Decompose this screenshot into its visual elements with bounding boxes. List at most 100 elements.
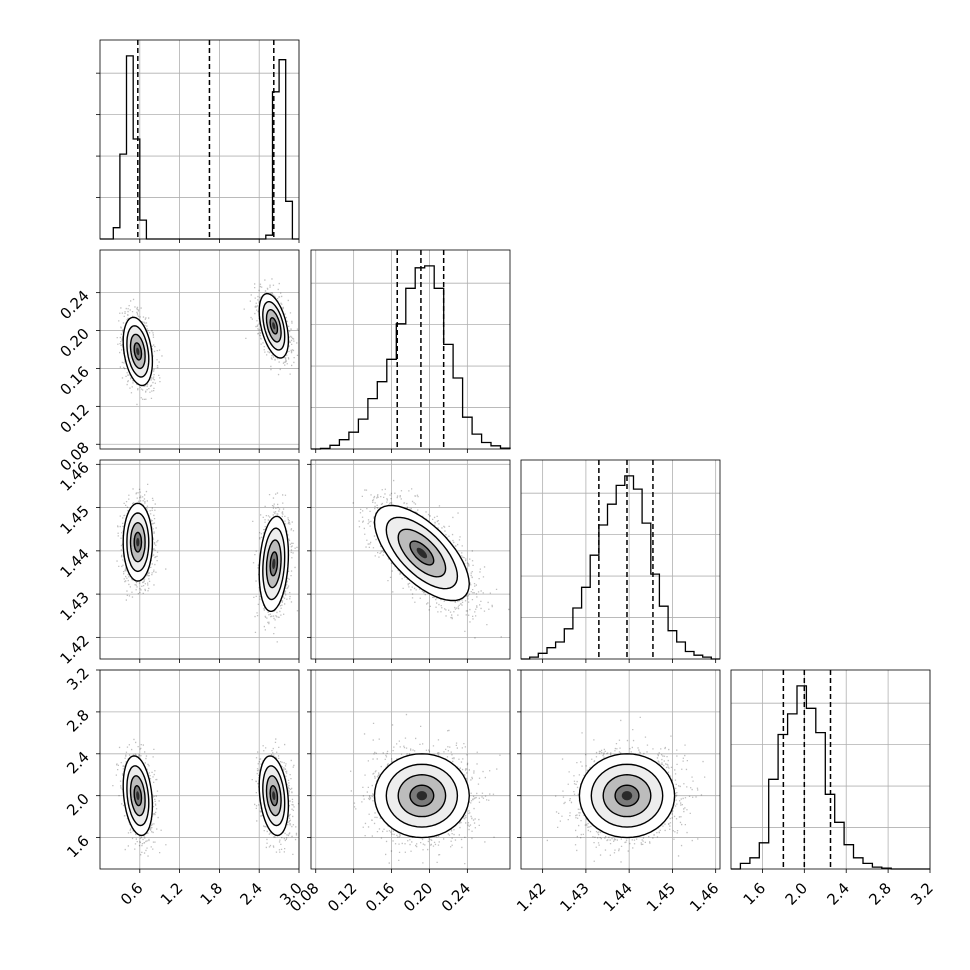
contour-line [122, 316, 154, 387]
contour-line [385, 516, 459, 590]
histogram-step [521, 475, 720, 660]
x-tick-label-3: 2.0 [782, 879, 812, 909]
x-tick-label-0: 2.4 [236, 879, 266, 909]
panel-frame-1-0 [96, 249, 300, 453]
x-tick-label-1: 0.24 [438, 879, 474, 915]
x-tick-label-0: 1.2 [157, 879, 187, 909]
panel-content [112, 738, 299, 857]
x-tick-label-3: 2.8 [865, 879, 895, 909]
contour-line [409, 784, 435, 807]
panel-1-1 [311, 250, 511, 450]
panel-frame-1-1 [310, 249, 511, 453]
panel-border [99, 459, 300, 660]
contour-line [373, 504, 471, 602]
panel-border [520, 459, 721, 660]
contour-line [397, 773, 447, 818]
panel-0-0 [100, 40, 300, 240]
x-tick-label-2: 1.44 [600, 879, 636, 915]
y-tick-label-2: 1.42 [56, 631, 92, 667]
contour-line [258, 292, 290, 359]
contour-line [262, 527, 286, 601]
contour-line [269, 317, 279, 335]
panel-content [116, 278, 299, 406]
panel-content [352, 479, 510, 639]
contour-line [133, 531, 143, 553]
density-fill-core [136, 791, 140, 801]
contour-line [373, 753, 471, 839]
panel-content [546, 716, 706, 863]
panel-3-2 [521, 669, 720, 869]
panel-border [310, 249, 511, 450]
contour-line [385, 763, 459, 828]
scatter-points [350, 713, 501, 865]
contour-line [126, 512, 150, 573]
panel-content [116, 483, 299, 643]
panel-2-2 [521, 460, 720, 660]
contour-line [590, 763, 664, 828]
contour-line [122, 755, 154, 837]
contour-line [397, 528, 447, 578]
panel-border [99, 39, 300, 240]
contour-line [409, 540, 435, 566]
panel-frame-2-2 [520, 459, 721, 663]
x-tick-label-0: 1.8 [197, 879, 227, 909]
panel-border [310, 669, 511, 870]
panel-border [730, 669, 931, 870]
panel-frame-2-0 [96, 459, 300, 663]
contour-line [265, 309, 282, 343]
x-tick-label-3: 2.4 [823, 879, 853, 909]
histogram-step [100, 55, 299, 240]
density-fill-core [621, 791, 633, 801]
panel-1-0 [100, 250, 300, 449]
contour-line [258, 515, 290, 612]
density-fill-core [272, 558, 276, 570]
density-fill-core [416, 791, 428, 801]
x-tick-label-2: 1.43 [556, 879, 592, 915]
contour-line [262, 765, 286, 827]
y-tick-label-2: 1.44 [56, 545, 92, 581]
panel-2-1 [311, 460, 510, 659]
y-tick-label-1: 0.20 [56, 325, 92, 361]
panel-2-0 [100, 460, 300, 659]
contour-line [614, 784, 640, 807]
y-tick-label-3: 2.0 [63, 790, 93, 820]
y-tick-label-1: 0.12 [56, 400, 92, 436]
scatter-points [352, 479, 510, 639]
histogram-step [311, 265, 511, 450]
x-tick-label-2: 1.42 [513, 879, 549, 915]
contour-line [129, 775, 146, 817]
y-tick-label-3: 3.2 [63, 664, 93, 694]
density-fill-core [136, 347, 140, 356]
x-tick-label-1: 0.16 [362, 879, 398, 915]
panel-border [99, 249, 300, 450]
y-tick-label-3: 2.8 [63, 706, 93, 736]
contour-line [129, 333, 146, 370]
contour-line [133, 342, 143, 361]
y-tick-label-1: 0.16 [56, 363, 92, 399]
y-tick-label-1: 0.24 [56, 287, 92, 323]
scatter-points [112, 738, 299, 857]
contour-line [133, 784, 143, 807]
x-tick-label-3: 3.2 [907, 879, 937, 909]
panel-border [310, 459, 511, 660]
contour-line [265, 775, 282, 817]
contour-line [258, 755, 290, 837]
density-fill-core [272, 791, 276, 801]
panel-frame-0-0 [96, 39, 300, 243]
y-tick-label-2: 1.45 [56, 502, 92, 538]
panel-frame-3-3 [730, 669, 931, 873]
contour-line [126, 325, 150, 378]
x-tick-label-1: 0.20 [400, 879, 436, 915]
contour-line [602, 773, 652, 818]
density-fill-core [272, 322, 276, 330]
contour-line [269, 784, 279, 807]
panel-border [520, 669, 721, 870]
x-tick-label-3: 1.6 [740, 879, 770, 909]
histogram-step [731, 685, 930, 870]
panel-frame-3-2 [517, 669, 721, 873]
panel-content [350, 713, 501, 865]
y-tick-label-3: 2.4 [63, 748, 93, 778]
contour-line [122, 502, 154, 582]
contour-line [265, 539, 282, 589]
